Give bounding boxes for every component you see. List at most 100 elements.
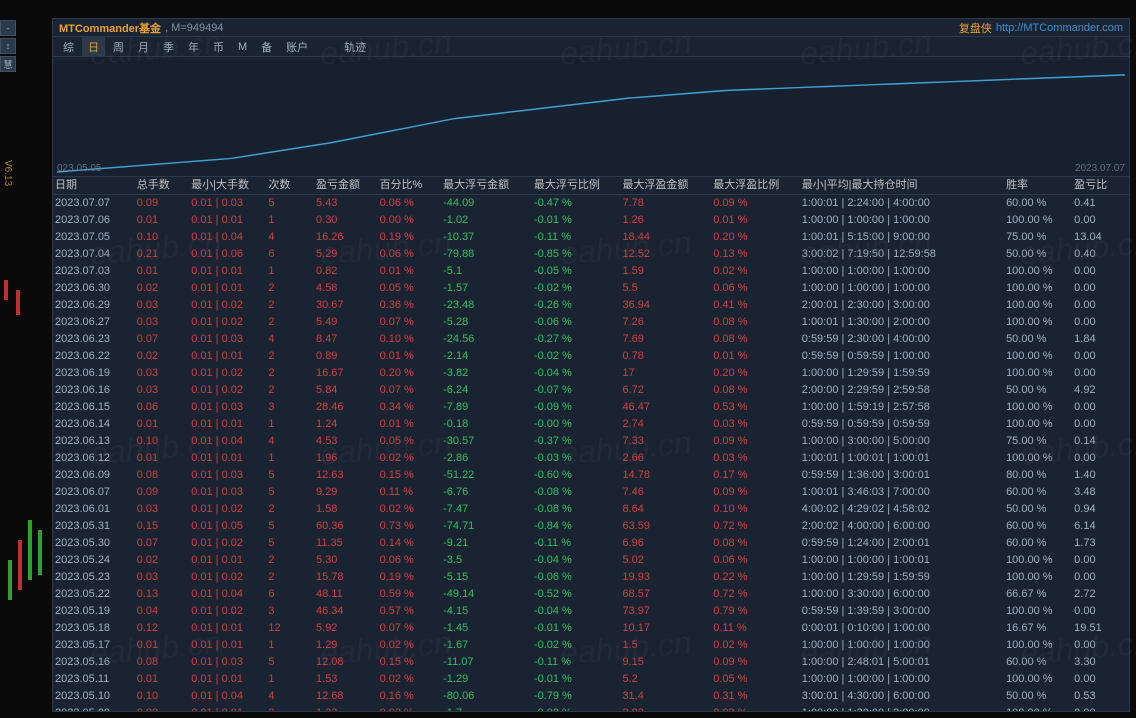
- col-header-11[interactable]: 胜率: [1004, 177, 1072, 195]
- cell: 0.02 %: [711, 263, 800, 280]
- cell: -1.45: [441, 620, 532, 637]
- table-row[interactable]: 2023.05.100.100.01 | 0.04412.680.16 %-80…: [53, 688, 1129, 705]
- cell: 1: [266, 450, 314, 467]
- cell: 0.20 %: [378, 365, 442, 382]
- col-header-12[interactable]: 盈亏比: [1072, 177, 1129, 195]
- cell: -1.7: [441, 705, 532, 711]
- menu-币[interactable]: 币: [207, 37, 230, 57]
- cell: 4: [266, 229, 314, 246]
- cell: 6: [266, 586, 314, 603]
- cell: 5.49: [314, 314, 378, 331]
- col-header-10[interactable]: 最小|平均|最大持仓时间: [800, 177, 1004, 195]
- cell: 0.01 | 0.02: [189, 501, 266, 518]
- cell: 7.33: [620, 433, 711, 450]
- table-row[interactable]: 2023.05.310.150.01 | 0.05560.360.73 %-74…: [53, 518, 1129, 535]
- table-row[interactable]: 2023.06.220.020.01 | 0.0120.890.01 %-2.1…: [53, 348, 1129, 365]
- col-header-4[interactable]: 盈亏金额: [314, 177, 378, 195]
- sidebar-icon-1[interactable]: -: [0, 20, 16, 36]
- cell: 0.06 %: [378, 195, 442, 213]
- table-row[interactable]: 2023.06.290.030.01 | 0.02230.670.36 %-23…: [53, 297, 1129, 314]
- table-row[interactable]: 2023.05.220.130.01 | 0.04648.110.59 %-49…: [53, 586, 1129, 603]
- cell: 0.02 %: [378, 671, 442, 688]
- table-row[interactable]: 2023.06.190.030.01 | 0.02216.670.20 %-3.…: [53, 365, 1129, 382]
- table-row[interactable]: 2023.05.180.120.01 | 0.01125.920.07 %-1.…: [53, 620, 1129, 637]
- col-header-7[interactable]: 最大浮亏比例: [532, 177, 621, 195]
- col-header-9[interactable]: 最大浮盈比例: [711, 177, 800, 195]
- cell: 0.22 %: [711, 569, 800, 586]
- table-row[interactable]: 2023.06.230.070.01 | 0.0348.470.10 %-24.…: [53, 331, 1129, 348]
- cell: 0.08: [135, 654, 189, 671]
- cell: 0.01 | 0.01: [189, 637, 266, 654]
- sidebar-icon-3[interactable]: 慧: [0, 56, 16, 72]
- table-row[interactable]: 2023.05.190.040.01 | 0.02346.340.57 %-4.…: [53, 603, 1129, 620]
- cell: 36.94: [620, 297, 711, 314]
- menu-日[interactable]: 日: [82, 37, 105, 57]
- chart-x-end: 2023.07.07: [1075, 163, 1125, 174]
- menu-账户[interactable]: 账户: [280, 37, 314, 57]
- cell: 1: [266, 263, 314, 280]
- table-row[interactable]: 2023.06.160.030.01 | 0.0225.840.07 %-6.2…: [53, 382, 1129, 399]
- cell: 80.00 %: [1004, 467, 1072, 484]
- brand-link[interactable]: http://MTCommander.com: [996, 22, 1123, 34]
- table-row[interactable]: 2023.05.240.020.01 | 0.0125.300.06 %-3.5…: [53, 552, 1129, 569]
- cell: 1:00:00 | 3:00:00 | 5:00:00: [800, 433, 1004, 450]
- table-row[interactable]: 2023.06.130.100.01 | 0.0444.530.05 %-30.…: [53, 433, 1129, 450]
- table-row[interactable]: 2023.07.070.090.01 | 0.0355.430.06 %-44.…: [53, 195, 1129, 213]
- cell: 0.00: [1072, 705, 1129, 711]
- table-row[interactable]: 2023.06.270.030.01 | 0.0225.490.07 %-5.2…: [53, 314, 1129, 331]
- col-header-8[interactable]: 最大浮盈金额: [620, 177, 711, 195]
- table-row[interactable]: 2023.06.090.080.01 | 0.03512.630.15 %-51…: [53, 467, 1129, 484]
- cell: 2023.06.09: [53, 467, 135, 484]
- col-header-6[interactable]: 最大浮亏金额: [441, 177, 532, 195]
- table-row[interactable]: 2023.06.120.010.01 | 0.0111.960.02 %-2.8…: [53, 450, 1129, 467]
- table-row[interactable]: 2023.06.150.060.01 | 0.03328.460.34 %-7.…: [53, 399, 1129, 416]
- menu-备[interactable]: 备: [255, 37, 278, 57]
- cell: 0.04: [135, 603, 189, 620]
- table-row[interactable]: 2023.05.300.070.01 | 0.02511.350.14 %-9.…: [53, 535, 1129, 552]
- cell: 2: [266, 569, 314, 586]
- cell: 100.00 %: [1004, 569, 1072, 586]
- table-row[interactable]: 2023.06.010.030.01 | 0.0221.580.02 %-7.4…: [53, 501, 1129, 518]
- col-header-5[interactable]: 百分比%: [378, 177, 442, 195]
- col-header-1[interactable]: 总手数: [135, 177, 189, 195]
- table-row[interactable]: 2023.07.060.010.01 | 0.0110.300.00 %-1.0…: [53, 212, 1129, 229]
- table-row[interactable]: 2023.05.090.020.01 | 0.0121.230.02 %-1.7…: [53, 705, 1129, 711]
- menu-年[interactable]: 年: [182, 37, 205, 57]
- cell: 0:59:59 | 1:24:00 | 2:00:01: [800, 535, 1004, 552]
- table-row[interactable]: 2023.05.110.010.01 | 0.0111.530.02 %-1.2…: [53, 671, 1129, 688]
- cell: 5.43: [314, 195, 378, 213]
- table-row[interactable]: 2023.06.140.010.01 | 0.0111.240.01 %-0.1…: [53, 416, 1129, 433]
- cell: -0.27 %: [532, 331, 621, 348]
- table-row[interactable]: 2023.06.070.090.01 | 0.0359.290.11 %-6.7…: [53, 484, 1129, 501]
- menu-季[interactable]: 季: [157, 37, 180, 57]
- table-row[interactable]: 2023.07.030.010.01 | 0.0110.820.01 %-5.1…: [53, 263, 1129, 280]
- cell: -5.1: [441, 263, 532, 280]
- menu-月[interactable]: 月: [132, 37, 155, 57]
- cell: -0.05 %: [532, 263, 621, 280]
- table-row[interactable]: 2023.05.230.030.01 | 0.02215.780.19 %-5.…: [53, 569, 1129, 586]
- cell: -4.15: [441, 603, 532, 620]
- cell: 0.00: [1072, 637, 1129, 654]
- menu-周[interactable]: 周: [107, 37, 130, 57]
- col-header-2[interactable]: 最小|大手数: [189, 177, 266, 195]
- cell: 0.02 %: [378, 450, 442, 467]
- menu-trajectory[interactable]: 轨迹: [338, 37, 372, 57]
- menu-综[interactable]: 综: [57, 37, 80, 57]
- cell: 0.08: [135, 467, 189, 484]
- cell: 1.23: [314, 705, 378, 711]
- cell: 66.67 %: [1004, 586, 1072, 603]
- cell: 2023.06.14: [53, 416, 135, 433]
- cell: 100.00 %: [1004, 280, 1072, 297]
- col-header-3[interactable]: 次数: [266, 177, 314, 195]
- cell: 0.01 | 0.02: [189, 382, 266, 399]
- table-row[interactable]: 2023.07.050.100.01 | 0.04416.260.19 %-10…: [53, 229, 1129, 246]
- table-row[interactable]: 2023.07.040.210.01 | 0.0665.290.06 %-79.…: [53, 246, 1129, 263]
- table-row[interactable]: 2023.06.300.020.01 | 0.0124.580.05 %-1.5…: [53, 280, 1129, 297]
- menu-M[interactable]: M: [232, 39, 253, 55]
- cell: 1.53: [314, 671, 378, 688]
- sidebar-icon-2[interactable]: ↕: [0, 38, 16, 54]
- table-row[interactable]: 2023.05.170.010.01 | 0.0111.290.02 %-1.6…: [53, 637, 1129, 654]
- table-row[interactable]: 2023.05.160.080.01 | 0.03512.080.15 %-11…: [53, 654, 1129, 671]
- data-table-wrap: 日期总手数最小|大手数次数盈亏金额百分比%最大浮亏金额最大浮亏比例最大浮盈金额最…: [53, 177, 1129, 711]
- col-header-0[interactable]: 日期: [53, 177, 135, 195]
